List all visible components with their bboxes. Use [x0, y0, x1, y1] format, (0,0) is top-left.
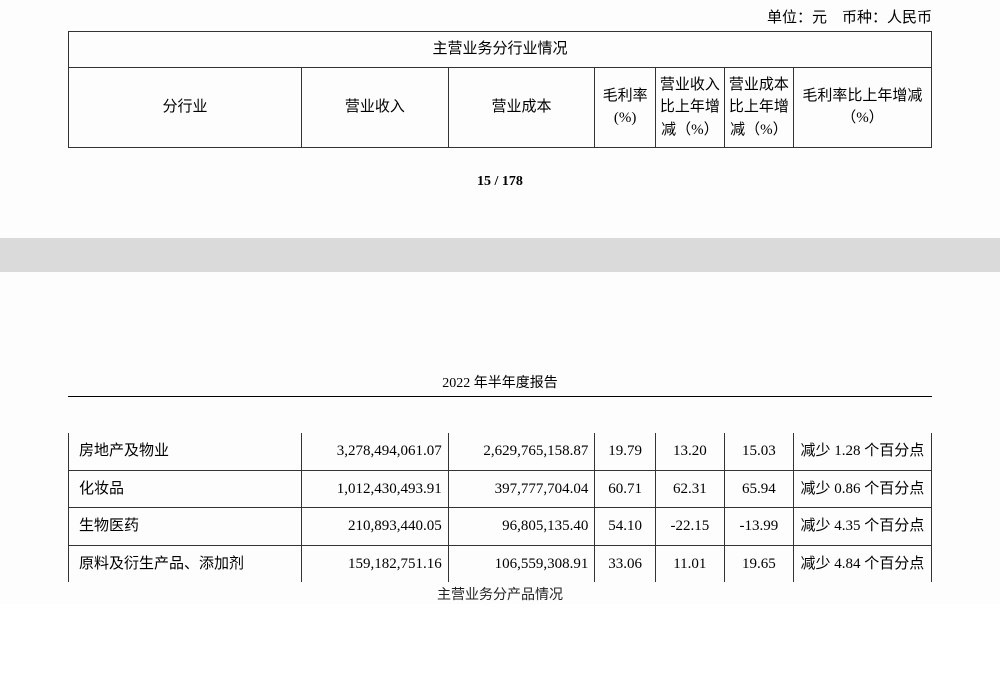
table-row: 房地产及物业3,278,494,061.072,629,765,158.8719… [69, 433, 932, 470]
cell-margin-yoy: 减少 0.86 个百分点 [793, 470, 931, 508]
report-title: 2022 年半年度报告 [68, 372, 932, 396]
cell-cost-yoy: 19.65 [724, 545, 793, 582]
cell-cost-yoy: 65.94 [724, 470, 793, 508]
cell-revenue: 3,278,494,061.07 [302, 433, 449, 470]
col-rev-yoy: 营业收入比上年增减（%） [655, 67, 724, 148]
cell-margin-yoy: 减少 4.35 个百分点 [793, 508, 931, 546]
page-gap [0, 238, 1000, 272]
col-cost-yoy: 营业成本比上年增减（%） [724, 67, 793, 148]
cell-industry: 化妆品 [69, 470, 302, 508]
table-header-row: 分行业 营业收入 营业成本 毛利率(%) 营业收入比上年增减（%） 营业成本比上… [69, 67, 932, 148]
col-margin-yoy: 毛利率比上年增减（%） [793, 67, 931, 148]
cell-margin-yoy: 减少 1.28 个百分点 [793, 433, 931, 470]
cell-rev-yoy: 62.31 [655, 470, 724, 508]
cell-cost: 106,559,308.91 [448, 545, 595, 582]
cell-cost: 96,805,135.40 [448, 508, 595, 546]
header-table: 主营业务分行业情况 分行业 营业收入 营业成本 毛利率(%) 营业收入比上年增减… [68, 31, 932, 148]
cell-gross-margin: 54.10 [595, 508, 655, 546]
cell-gross-margin: 60.71 [595, 470, 655, 508]
table-row: 化妆品1,012,430,493.91397,777,704.0460.7162… [69, 470, 932, 508]
cell-cost-yoy: 15.03 [724, 433, 793, 470]
cell-industry: 生物医药 [69, 508, 302, 546]
cell-industry: 房地产及物业 [69, 433, 302, 470]
table-row: 原料及衍生产品、添加剂159,182,751.16106,559,308.913… [69, 545, 932, 582]
cell-revenue: 1,012,430,493.91 [302, 470, 449, 508]
footer-caption: 主营业务分产品情况 [68, 582, 932, 604]
data-table: 房地产及物业3,278,494,061.072,629,765,158.8719… [68, 433, 932, 582]
cell-cost: 2,629,765,158.87 [448, 433, 595, 470]
table-title-row: 主营业务分行业情况 [69, 32, 932, 68]
cell-rev-yoy: 11.01 [655, 545, 724, 582]
page-1: 单位：元 币种：人民币 主营业务分行业情况 分行业 营业收入 营业成本 毛利率(… [0, 0, 1000, 238]
cell-margin-yoy: 减少 4.84 个百分点 [793, 545, 931, 582]
cell-industry: 原料及衍生产品、添加剂 [69, 545, 302, 582]
header-rule [68, 396, 932, 397]
unit-line: 单位：元 币种：人民币 [68, 0, 932, 31]
col-cost: 营业成本 [448, 67, 595, 148]
cell-rev-yoy: -22.15 [655, 508, 724, 546]
cell-rev-yoy: 13.20 [655, 433, 724, 470]
cell-cost-yoy: -13.99 [724, 508, 793, 546]
cell-revenue: 159,182,751.16 [302, 545, 449, 582]
table-row: 生物医药210,893,440.0596,805,135.4054.10-22.… [69, 508, 932, 546]
cell-gross-margin: 19.79 [595, 433, 655, 470]
col-revenue: 营业收入 [302, 67, 449, 148]
page-2: 2022 年半年度报告 房地产及物业3,278,494,061.072,629,… [0, 272, 1000, 604]
col-gross-margin: 毛利率(%) [595, 67, 655, 148]
page-number: 15 / 178 [68, 148, 932, 238]
cell-cost: 397,777,704.04 [448, 470, 595, 508]
cell-revenue: 210,893,440.05 [302, 508, 449, 546]
cell-gross-margin: 33.06 [595, 545, 655, 582]
col-industry: 分行业 [69, 67, 302, 148]
table-title: 主营业务分行业情况 [69, 32, 932, 68]
